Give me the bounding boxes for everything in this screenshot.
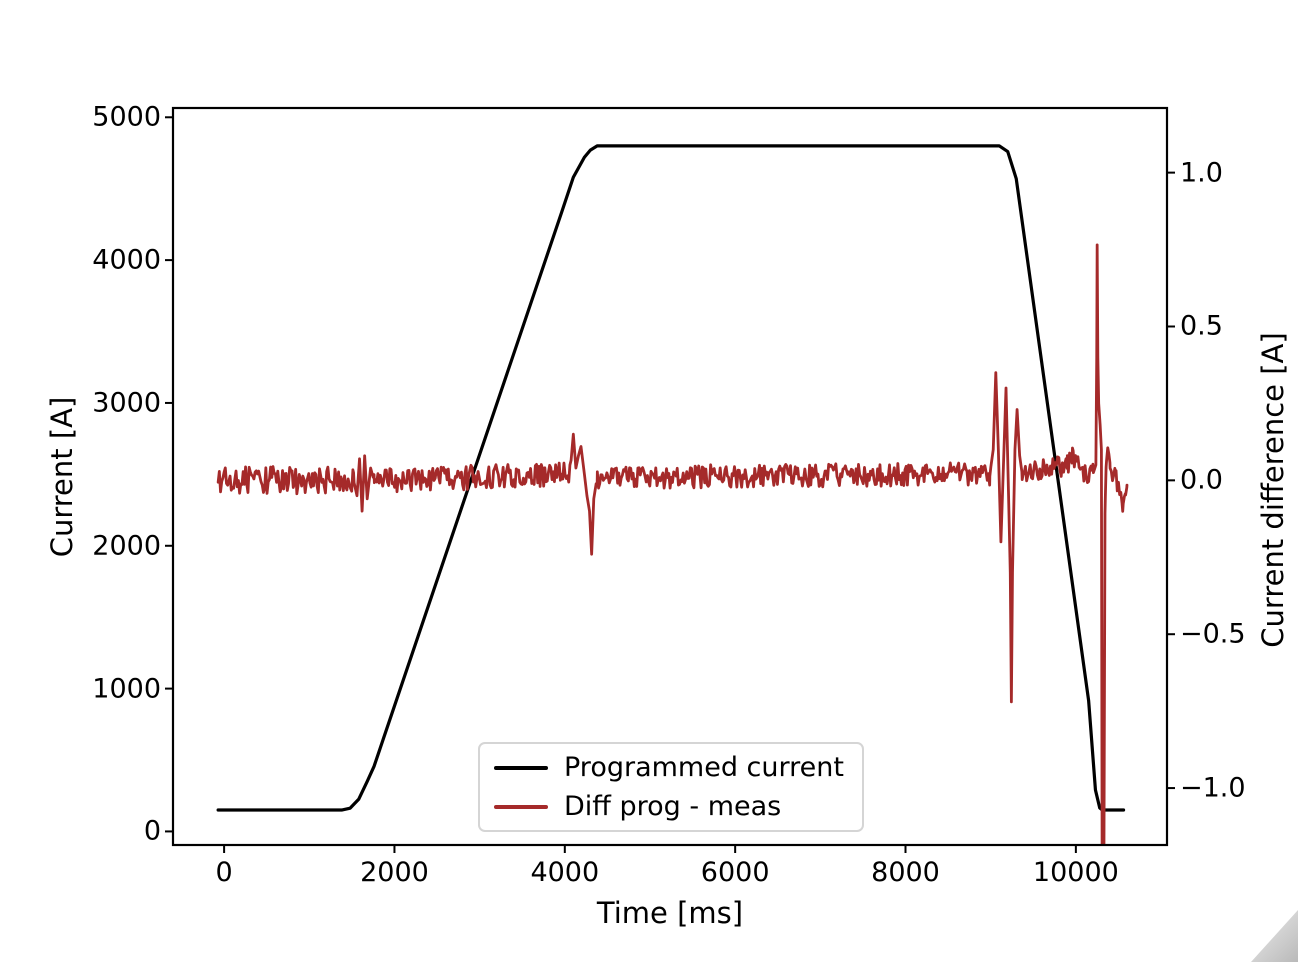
x-axis-title: Time [ms] [596,896,744,930]
x-tick-label: 0 [215,857,233,888]
legend-line-sample-black [494,765,548,770]
y-left-tick-label: 2000 [92,530,161,562]
series-programmed-current [216,144,1126,812]
legend: Programmed current Diff prog - meas [478,742,864,832]
x-tick-label: 10000 [1032,857,1119,888]
legend-label: Diff prog - meas [564,791,782,822]
legend-line-sample-red [494,804,548,809]
series-diff-prog-meas [216,243,1129,845]
legend-item-diff-prog-meas: Diff prog - meas [480,787,862,826]
x-tick-label: 6000 [700,857,770,888]
x-tick-label: 8000 [871,857,940,888]
legend-item-programmed-current: Programmed current [480,748,862,787]
y-left-tick-label: 1000 [92,673,161,705]
right-axis-title: Current difference [A] [1256,332,1290,648]
y-right-tick-label: 0.0 [1180,464,1223,496]
x-tick-label: 2000 [360,857,429,888]
y-left-tick-label: 3000 [92,387,161,419]
y-right-tick-label: 1.0 [1180,157,1223,189]
y-right-tick-label: −1.0 [1180,772,1246,804]
x-tick-label: 4000 [530,857,600,888]
y-left-tick-label: 4000 [92,244,161,276]
y-right-tick-label: −0.5 [1180,618,1246,650]
legend-label: Programmed current [564,752,844,783]
y-left-tick-label: 5000 [92,101,161,133]
y-left-tick-label: 0 [143,815,161,847]
y-right-tick-label: 0.5 [1180,310,1223,342]
